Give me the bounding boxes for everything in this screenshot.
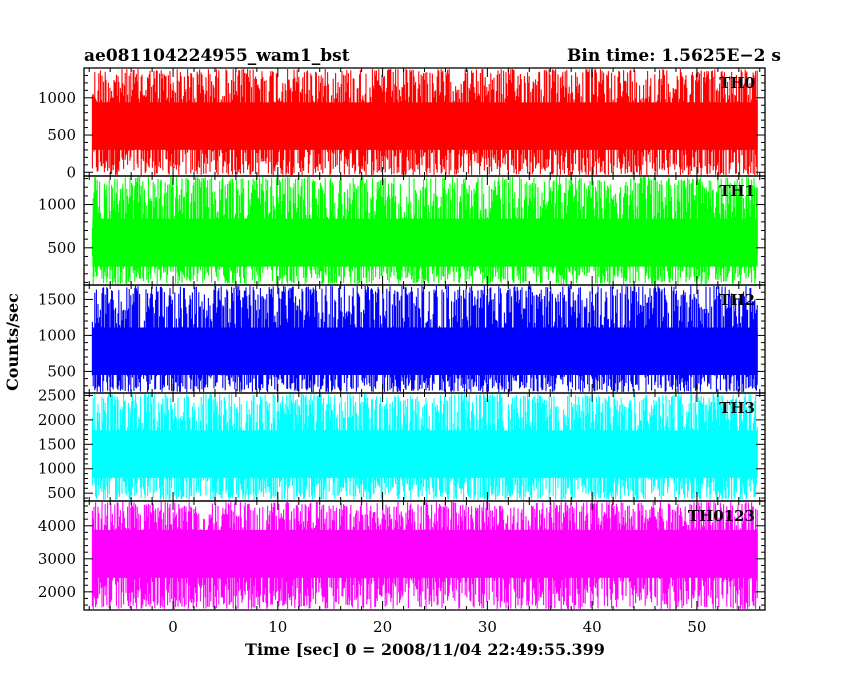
x-tick-label: 30 [478,618,497,636]
panel-th2: 500 1000 1500 TH2 [38,284,766,394]
y-tick-label: 2000 [38,583,76,601]
panel-th1: 500 1000 TH1 [38,175,766,286]
series-th0123-core [92,529,758,578]
panel-th0123: 2000 3000 4000 TH0123 [38,500,766,611]
x-tick-label: 10 [268,618,287,636]
series-th1-core [92,218,758,267]
bin-time-label: Bin time: 1.5625E−2 s [567,46,781,66]
y-tick-label: 2000 [38,411,76,429]
y-tick-label: 1000 [38,89,76,107]
series-th0-core [92,102,758,150]
y-tick-label: 1000 [38,196,76,214]
panel-th3: 500 1000 1500 2000 2500 TH3 [38,386,766,502]
x-tick-label: 20 [373,618,392,636]
panel-th0: 0 500 1000 TH0 [38,67,766,181]
series-label-th0: TH0 [719,74,755,92]
y-tick-label: 500 [47,126,76,144]
x-tick-label: 40 [583,618,602,636]
y-tick-label: 1500 [38,290,76,308]
x-tick-label: 50 [687,618,706,636]
y-tick-label: 1500 [38,435,76,453]
y-axis-label: Counts/sec [3,293,22,391]
x-tick-label: 0 [168,618,178,636]
x-axis-label: Time [sec] 0 = 2008/11/04 22:49:55.399 [245,640,605,659]
series-label-th3: TH3 [719,399,755,417]
y-tick-label: 500 [47,484,76,502]
y-tick-label: 3000 [38,550,76,568]
y-tick-label: 4000 [38,517,76,535]
y-tick-label: 2500 [38,386,76,404]
y-tick-label: 500 [47,362,76,380]
series-label-th0123: TH0123 [688,507,755,525]
y-tick-label: 1000 [38,460,76,478]
series-label-th2: TH2 [719,291,755,309]
series-label-th1: TH1 [719,182,755,200]
chart-title: ae081104224955_wam1_bst [84,46,350,66]
y-tick-label: 1000 [38,326,76,344]
y-tick-label: 0 [66,163,76,181]
series-th2-core [92,327,758,375]
series-th3-core [92,430,758,478]
y-tick-label: 500 [47,239,76,257]
